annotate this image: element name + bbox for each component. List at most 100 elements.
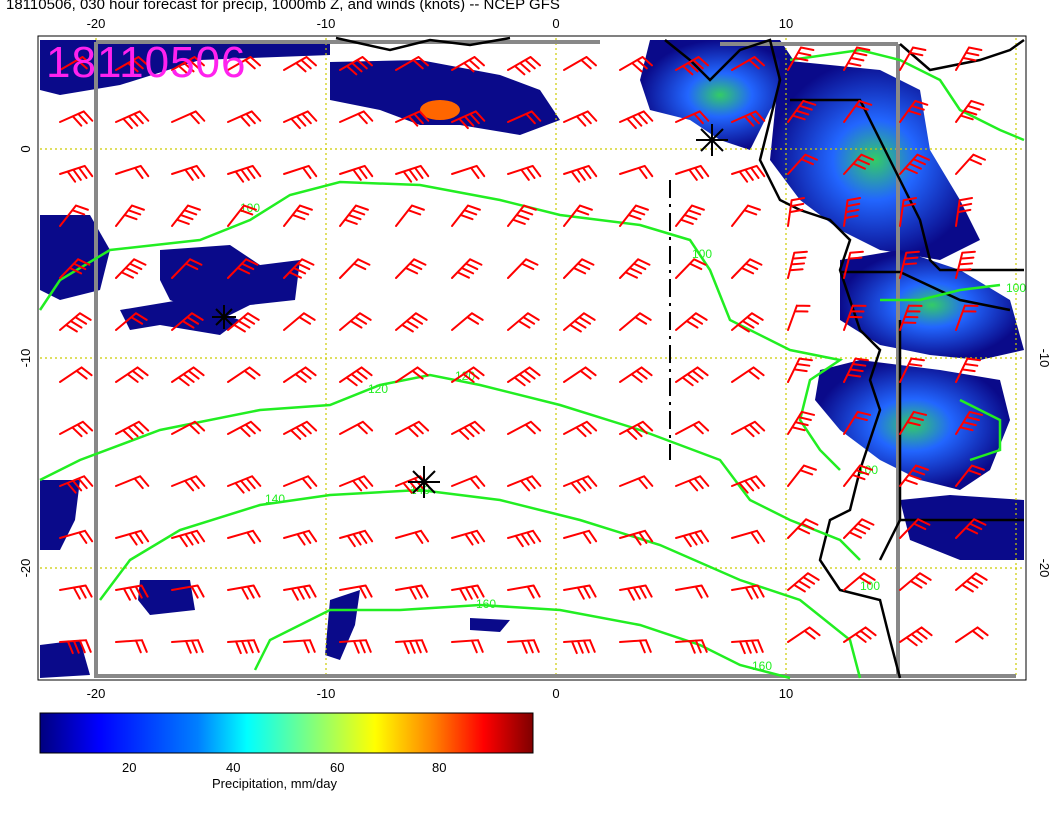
- wind-barb: [395, 110, 430, 127]
- wind-barb: [283, 56, 317, 73]
- wind-barb: [283, 475, 318, 490]
- wind-barb: [563, 312, 596, 333]
- wind-barb: [731, 110, 766, 127]
- wind-barb: [563, 420, 598, 438]
- wind-barb: [171, 584, 205, 599]
- wind-barb: [899, 250, 920, 279]
- wind-barb: [451, 639, 484, 654]
- wind-barb: [955, 626, 989, 643]
- wind-barb: [339, 204, 369, 227]
- wind-barb: [787, 250, 808, 279]
- wind-barb: [507, 110, 542, 125]
- wind-barb: [843, 626, 877, 643]
- wind-barb: [899, 357, 925, 383]
- wind-barb: [395, 204, 425, 227]
- wind-barb: [395, 366, 429, 383]
- colorbar-tick: 80: [432, 760, 447, 775]
- wind-barb: [675, 475, 710, 492]
- wind-barb: [395, 639, 428, 655]
- wind-barb: [899, 99, 929, 123]
- precip-area: [815, 360, 1010, 490]
- wind-barb: [171, 312, 204, 331]
- wind-barb: [675, 639, 708, 654]
- contour-label: 160: [752, 659, 772, 673]
- wind-barb: [675, 366, 709, 387]
- wind-barb: [339, 258, 371, 279]
- wind-barb: [955, 196, 974, 227]
- date-stamp: 18110506: [46, 38, 247, 87]
- wind-barb: [115, 529, 150, 546]
- wind-barb: [563, 204, 593, 227]
- wind-barb: [843, 46, 871, 71]
- wind-barb: [451, 110, 486, 130]
- wind-barb: [171, 529, 206, 548]
- wind-barb: [283, 204, 313, 227]
- contour-label: 120: [368, 382, 388, 396]
- wind-barb: [395, 258, 427, 279]
- wind-barb: [731, 529, 766, 544]
- wind-barb: [115, 366, 149, 383]
- wind-barb: [283, 258, 315, 279]
- wind-barb: [227, 529, 262, 544]
- wind-barb: [731, 584, 765, 600]
- wind-barb: [955, 46, 983, 71]
- wind-barb: [787, 304, 811, 331]
- wind-barb: [787, 518, 819, 539]
- wind-barb: [675, 312, 708, 331]
- wind-barb: [507, 475, 542, 492]
- wind-barb: [451, 312, 484, 331]
- wind-barb: [115, 420, 150, 440]
- wind-barb: [171, 639, 204, 654]
- wind-barb: [283, 164, 318, 179]
- wind-barb: [395, 56, 429, 71]
- high-center-marker: [212, 305, 236, 329]
- wind-barb: [843, 99, 873, 123]
- wind-barb: [563, 258, 595, 279]
- wind-barb: [339, 639, 372, 654]
- precip-area: [120, 300, 240, 335]
- wind-barb: [731, 164, 766, 183]
- wind-barb: [59, 164, 94, 183]
- wind-barb: [227, 312, 260, 333]
- wind-barb: [395, 584, 429, 600]
- wind-barb: [843, 464, 873, 487]
- wind-barb: [955, 518, 987, 539]
- wind-barb: [451, 204, 481, 227]
- wind-barb: [955, 410, 984, 435]
- contour-100: [38, 180, 844, 471]
- contour-100: [880, 283, 1001, 302]
- wind-barb: [507, 529, 542, 548]
- precip-area: [325, 590, 360, 660]
- wind-barb: [731, 639, 764, 655]
- map-title: 18110506, 030 hour forecast for precip, …: [6, 0, 560, 13]
- wind-barb: [339, 584, 373, 599]
- wind-barb: [227, 475, 262, 494]
- wind-barb: [675, 584, 709, 599]
- contour-100: [959, 398, 1002, 462]
- wind-barb: [451, 584, 485, 601]
- x-tick-label-top: -10: [317, 16, 336, 31]
- wind-barb: [619, 584, 653, 601]
- wind-barb: [507, 420, 542, 435]
- wind-barb: [787, 357, 813, 383]
- wind-barb: [675, 258, 707, 279]
- wind-barb: [395, 164, 430, 183]
- precip-area: [138, 580, 195, 615]
- wind-barb: [171, 110, 206, 125]
- wind-barb: [59, 584, 93, 600]
- wind-barb: [955, 572, 988, 593]
- wind-barb: [451, 475, 486, 490]
- wind-barb: [59, 420, 94, 438]
- wind-barb: [227, 420, 262, 438]
- wind-barb: [619, 475, 654, 490]
- precip-area: [40, 40, 330, 95]
- wind-barb: [619, 258, 651, 279]
- wind-barb: [227, 584, 261, 600]
- wind-barb: [843, 250, 864, 279]
- wind-barb: [115, 584, 149, 601]
- wind-barb: [283, 584, 317, 601]
- colorbar-label: Precipitation, mm/day: [212, 776, 337, 791]
- pressure-markers: [212, 124, 728, 498]
- wind-barb: [675, 56, 709, 76]
- colorbar-tick: 20: [122, 760, 137, 775]
